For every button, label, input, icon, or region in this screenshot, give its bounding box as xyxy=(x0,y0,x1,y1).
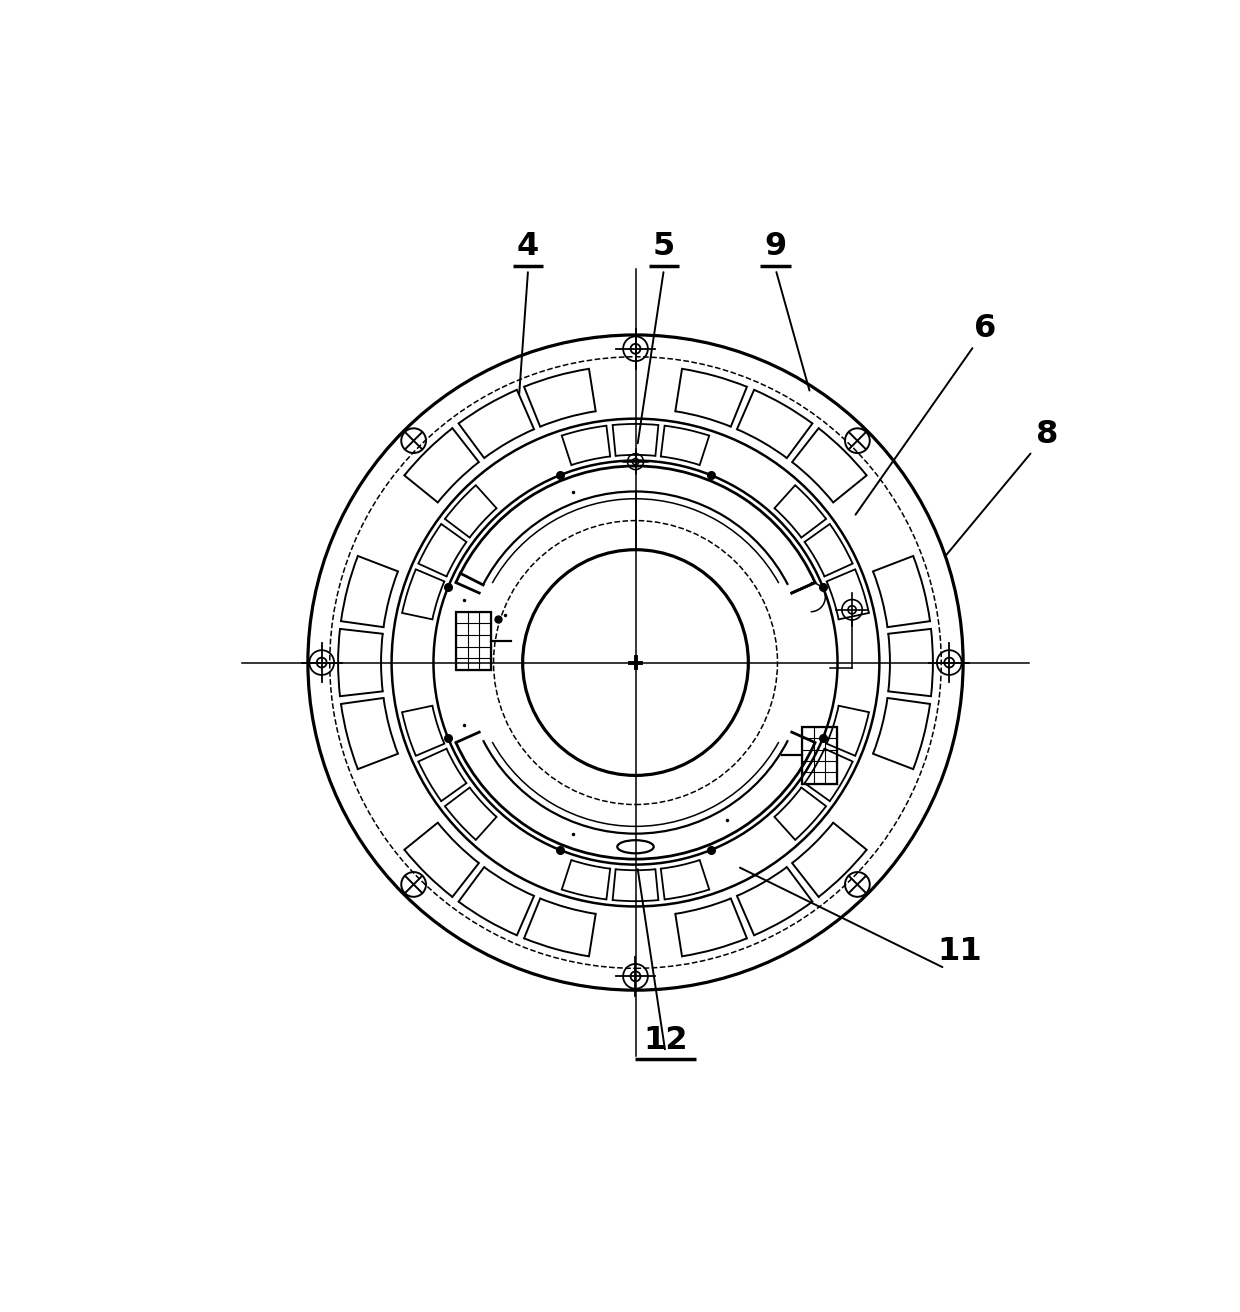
Bar xyxy=(456,611,491,670)
Text: 11: 11 xyxy=(937,935,982,967)
Text: 4: 4 xyxy=(517,231,539,262)
Bar xyxy=(802,727,837,783)
Text: 9: 9 xyxy=(765,231,786,262)
Text: 6: 6 xyxy=(973,314,996,344)
Text: 5: 5 xyxy=(652,231,675,262)
Text: 12: 12 xyxy=(644,1025,688,1056)
Text: 8: 8 xyxy=(1035,419,1058,450)
